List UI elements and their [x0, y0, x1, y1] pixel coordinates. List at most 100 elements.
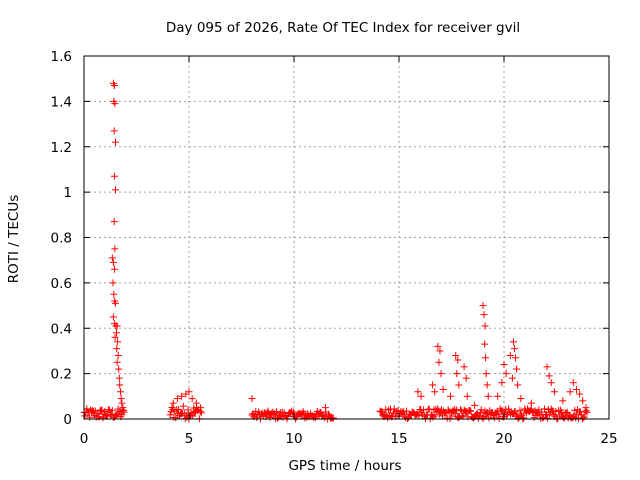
- data-point: [190, 404, 198, 412]
- data-point: [118, 399, 126, 407]
- data-point: [429, 381, 437, 389]
- data-point: [538, 408, 546, 416]
- data-point: [248, 395, 256, 403]
- x-tick-label: 15: [390, 431, 407, 447]
- data-point: [111, 100, 119, 108]
- data-point: [559, 413, 567, 421]
- data-point: [498, 407, 506, 415]
- y-tick-label: 1: [63, 185, 72, 201]
- data-point: [576, 390, 584, 398]
- y-tick-label: 0: [63, 412, 72, 428]
- data-point: [266, 413, 274, 421]
- data-point: [81, 412, 89, 420]
- x-tick-label: 10: [285, 431, 302, 447]
- data-point: [506, 351, 514, 359]
- data-point: [490, 414, 498, 422]
- data-point: [113, 322, 121, 330]
- x-tick-label: 25: [600, 431, 617, 447]
- data-point: [482, 370, 490, 378]
- data-point: [543, 414, 551, 422]
- data-point: [86, 413, 94, 421]
- data-point: [463, 392, 471, 400]
- data-point: [197, 409, 205, 417]
- data-point: [483, 381, 491, 389]
- data-point: [112, 299, 119, 307]
- data-point: [311, 414, 319, 422]
- y-tick-label: 0.6: [51, 276, 72, 292]
- data-point: [414, 388, 422, 396]
- y-tick-label: 1.2: [51, 140, 72, 156]
- data-point: [448, 412, 456, 420]
- data-point: [452, 351, 460, 359]
- data-point: [116, 381, 124, 389]
- data-point: [460, 363, 468, 371]
- data-point: [475, 412, 483, 420]
- data-point: [453, 370, 461, 378]
- data-point: [109, 279, 117, 287]
- data-point: [103, 412, 111, 420]
- data-point: [184, 406, 192, 414]
- data-point: [194, 407, 202, 415]
- data-point: [108, 254, 116, 262]
- data-point: [117, 395, 125, 403]
- data-point: [482, 354, 490, 362]
- data-point: [572, 414, 580, 422]
- data-point: [110, 81, 118, 89]
- data-point: [189, 412, 197, 420]
- data-point: [110, 290, 118, 298]
- data-point: [114, 351, 122, 359]
- data-point: [108, 407, 116, 415]
- data-point: [172, 414, 180, 422]
- data-point: [104, 411, 112, 419]
- data-point: [505, 405, 513, 413]
- data-point: [579, 397, 587, 405]
- data-point: [197, 404, 205, 412]
- data-point: [113, 358, 121, 366]
- data-point: [527, 399, 535, 407]
- data-point: [443, 414, 451, 422]
- data-point: [446, 392, 454, 400]
- data-point: [511, 345, 518, 353]
- data-point: [513, 365, 521, 373]
- data-point: [547, 379, 555, 387]
- data-point: [479, 302, 487, 310]
- data-point: [111, 245, 119, 253]
- data-point: [439, 386, 447, 394]
- data-point: [111, 333, 119, 341]
- data-point: [455, 381, 463, 389]
- data-point: [494, 392, 502, 400]
- data-point: [462, 374, 470, 382]
- chart-title: Day 095 of 2026, Rate Of TEC Index for r…: [166, 20, 520, 36]
- data-point: [113, 329, 121, 337]
- data-point: [179, 402, 187, 410]
- data-point: [549, 407, 557, 415]
- data-point: [417, 392, 425, 400]
- data-point: [517, 395, 525, 403]
- data-point: [322, 404, 329, 412]
- data-point: [437, 370, 445, 378]
- data-point: [113, 345, 121, 353]
- data-point: [166, 411, 174, 419]
- data-point: [400, 408, 408, 416]
- data-point: [185, 388, 193, 396]
- data-point: [583, 408, 591, 416]
- data-point: [110, 127, 118, 135]
- data-point: [466, 407, 474, 415]
- data-point: [264, 407, 272, 415]
- chart-tick-labels: 0 5 10 15 20 25 0 0.2 0.4 0.6 0.8 1 1.2 1.4 1.6: [51, 49, 618, 447]
- data-point: [270, 410, 278, 418]
- data-point: [109, 258, 117, 266]
- data-point: [480, 311, 488, 319]
- data-point: [112, 411, 120, 419]
- data-point: [566, 388, 574, 396]
- data-point: [484, 392, 492, 400]
- data-point: [511, 408, 519, 416]
- data-point: [173, 395, 181, 403]
- data-point: [106, 406, 114, 414]
- data-point: [550, 388, 558, 396]
- data-point: [514, 381, 522, 389]
- data-point: [552, 408, 560, 416]
- data-point: [112, 138, 119, 146]
- data-point: [509, 338, 517, 346]
